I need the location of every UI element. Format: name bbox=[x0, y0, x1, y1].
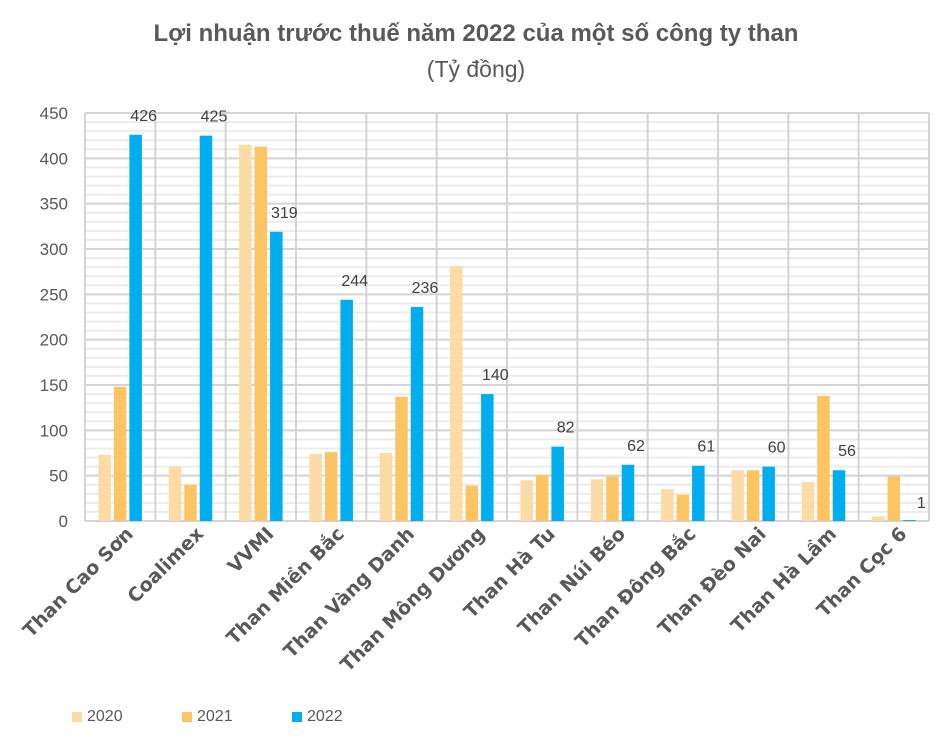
legend-swatch bbox=[72, 712, 82, 722]
legend: 2020 2021 2022 bbox=[72, 708, 402, 726]
bar-2021 bbox=[324, 452, 338, 521]
bar-2022 bbox=[129, 134, 142, 521]
bar-2022 bbox=[762, 466, 775, 521]
bar-2022 bbox=[621, 464, 635, 521]
bar-2020 bbox=[450, 266, 463, 521]
bar-2020 bbox=[872, 516, 885, 521]
bar-2020 bbox=[239, 144, 252, 521]
bar-2020 bbox=[661, 489, 674, 521]
data-label: 425 bbox=[201, 109, 228, 126]
bar-2020 bbox=[168, 466, 182, 521]
legend-swatch bbox=[292, 712, 302, 722]
legend-label: 2021 bbox=[197, 708, 233, 725]
bar-2022 bbox=[903, 520, 916, 521]
bar-2021 bbox=[817, 395, 830, 521]
bar-2022 bbox=[692, 465, 705, 521]
bar-2022 bbox=[832, 470, 846, 521]
x-tick-label: VVMI bbox=[224, 523, 279, 578]
bar-2021 bbox=[184, 484, 197, 521]
y-tick-label: 0 bbox=[59, 512, 68, 531]
bar-2022 bbox=[199, 135, 213, 521]
y-tick-label: 300 bbox=[40, 240, 68, 259]
data-label: 62 bbox=[627, 438, 645, 455]
y-tick-label: 150 bbox=[40, 376, 68, 395]
bar-2022 bbox=[410, 307, 424, 521]
chart-title: Lợi nhuận trước thuế năm 2022 của một số… bbox=[153, 20, 799, 47]
x-tick-label: Than Miền Bắc bbox=[222, 522, 349, 649]
y-tick-label: 400 bbox=[40, 149, 68, 168]
legend-label: 2022 bbox=[307, 708, 343, 725]
data-label: 1 bbox=[917, 495, 926, 512]
bar-2021 bbox=[395, 396, 408, 521]
y-tick-label: 200 bbox=[40, 331, 68, 350]
bar-2021 bbox=[676, 494, 690, 521]
legend-item: 2021 bbox=[182, 708, 292, 726]
legend-item: 2022 bbox=[292, 708, 402, 726]
bar-2022 bbox=[270, 231, 283, 522]
x-tick-label: Coalimex bbox=[123, 523, 208, 608]
data-label: 236 bbox=[412, 280, 439, 297]
y-tick-label: 100 bbox=[40, 421, 68, 440]
data-label: 426 bbox=[130, 108, 157, 125]
x-tick-label: Than Đông Bắc bbox=[570, 522, 700, 652]
data-label: 60 bbox=[768, 440, 786, 457]
bar-2020 bbox=[309, 453, 322, 521]
bar-2021 bbox=[606, 476, 619, 521]
bar-2020 bbox=[731, 470, 744, 521]
bar-2022 bbox=[340, 299, 353, 521]
data-label: 244 bbox=[341, 273, 368, 290]
data-label: 61 bbox=[697, 439, 715, 456]
bar-2021 bbox=[465, 485, 479, 521]
data-label: 82 bbox=[557, 420, 575, 437]
grid-lines bbox=[84, 112, 930, 522]
legend-item: 2020 bbox=[72, 708, 182, 726]
y-tick-label: 350 bbox=[40, 195, 68, 214]
data-label: 140 bbox=[482, 367, 509, 384]
bar-2021 bbox=[254, 146, 268, 521]
bar-2021 bbox=[113, 386, 127, 521]
bar-2021 bbox=[535, 474, 549, 521]
y-tick-label: 450 bbox=[40, 104, 68, 123]
data-label: 319 bbox=[271, 205, 298, 222]
x-tick-label: Than Cao Sơn bbox=[19, 523, 138, 642]
bar-2021 bbox=[887, 476, 901, 521]
bars bbox=[98, 134, 916, 522]
bar-2020 bbox=[379, 453, 393, 521]
bar-2020 bbox=[520, 480, 533, 521]
bar-2022 bbox=[551, 446, 564, 521]
chart-subtitle: (Tỷ đồng) bbox=[426, 56, 526, 82]
x-tick-label: Than Vàng Danh bbox=[280, 523, 420, 663]
y-axis-tick-labels: 0 50 100 150 200 250 300 350 400 450 bbox=[40, 104, 68, 531]
bar-2020 bbox=[98, 454, 111, 521]
y-tick-label: 50 bbox=[49, 467, 68, 486]
bar-2020 bbox=[590, 479, 604, 521]
bar-2021 bbox=[746, 470, 760, 521]
legend-label: 2020 bbox=[87, 708, 123, 725]
bar-2022 bbox=[481, 394, 494, 521]
bar-chart: 0 50 100 150 200 250 300 350 400 450 426 425 319 244… bbox=[19, 104, 930, 676]
bar-2020 bbox=[801, 482, 815, 521]
data-labels: 426 425 319 244 236 140 82 62 61 60 56 1 bbox=[130, 108, 926, 512]
y-tick-label: 250 bbox=[40, 285, 68, 304]
legend-swatch bbox=[182, 712, 192, 722]
data-label: 56 bbox=[838, 443, 856, 460]
